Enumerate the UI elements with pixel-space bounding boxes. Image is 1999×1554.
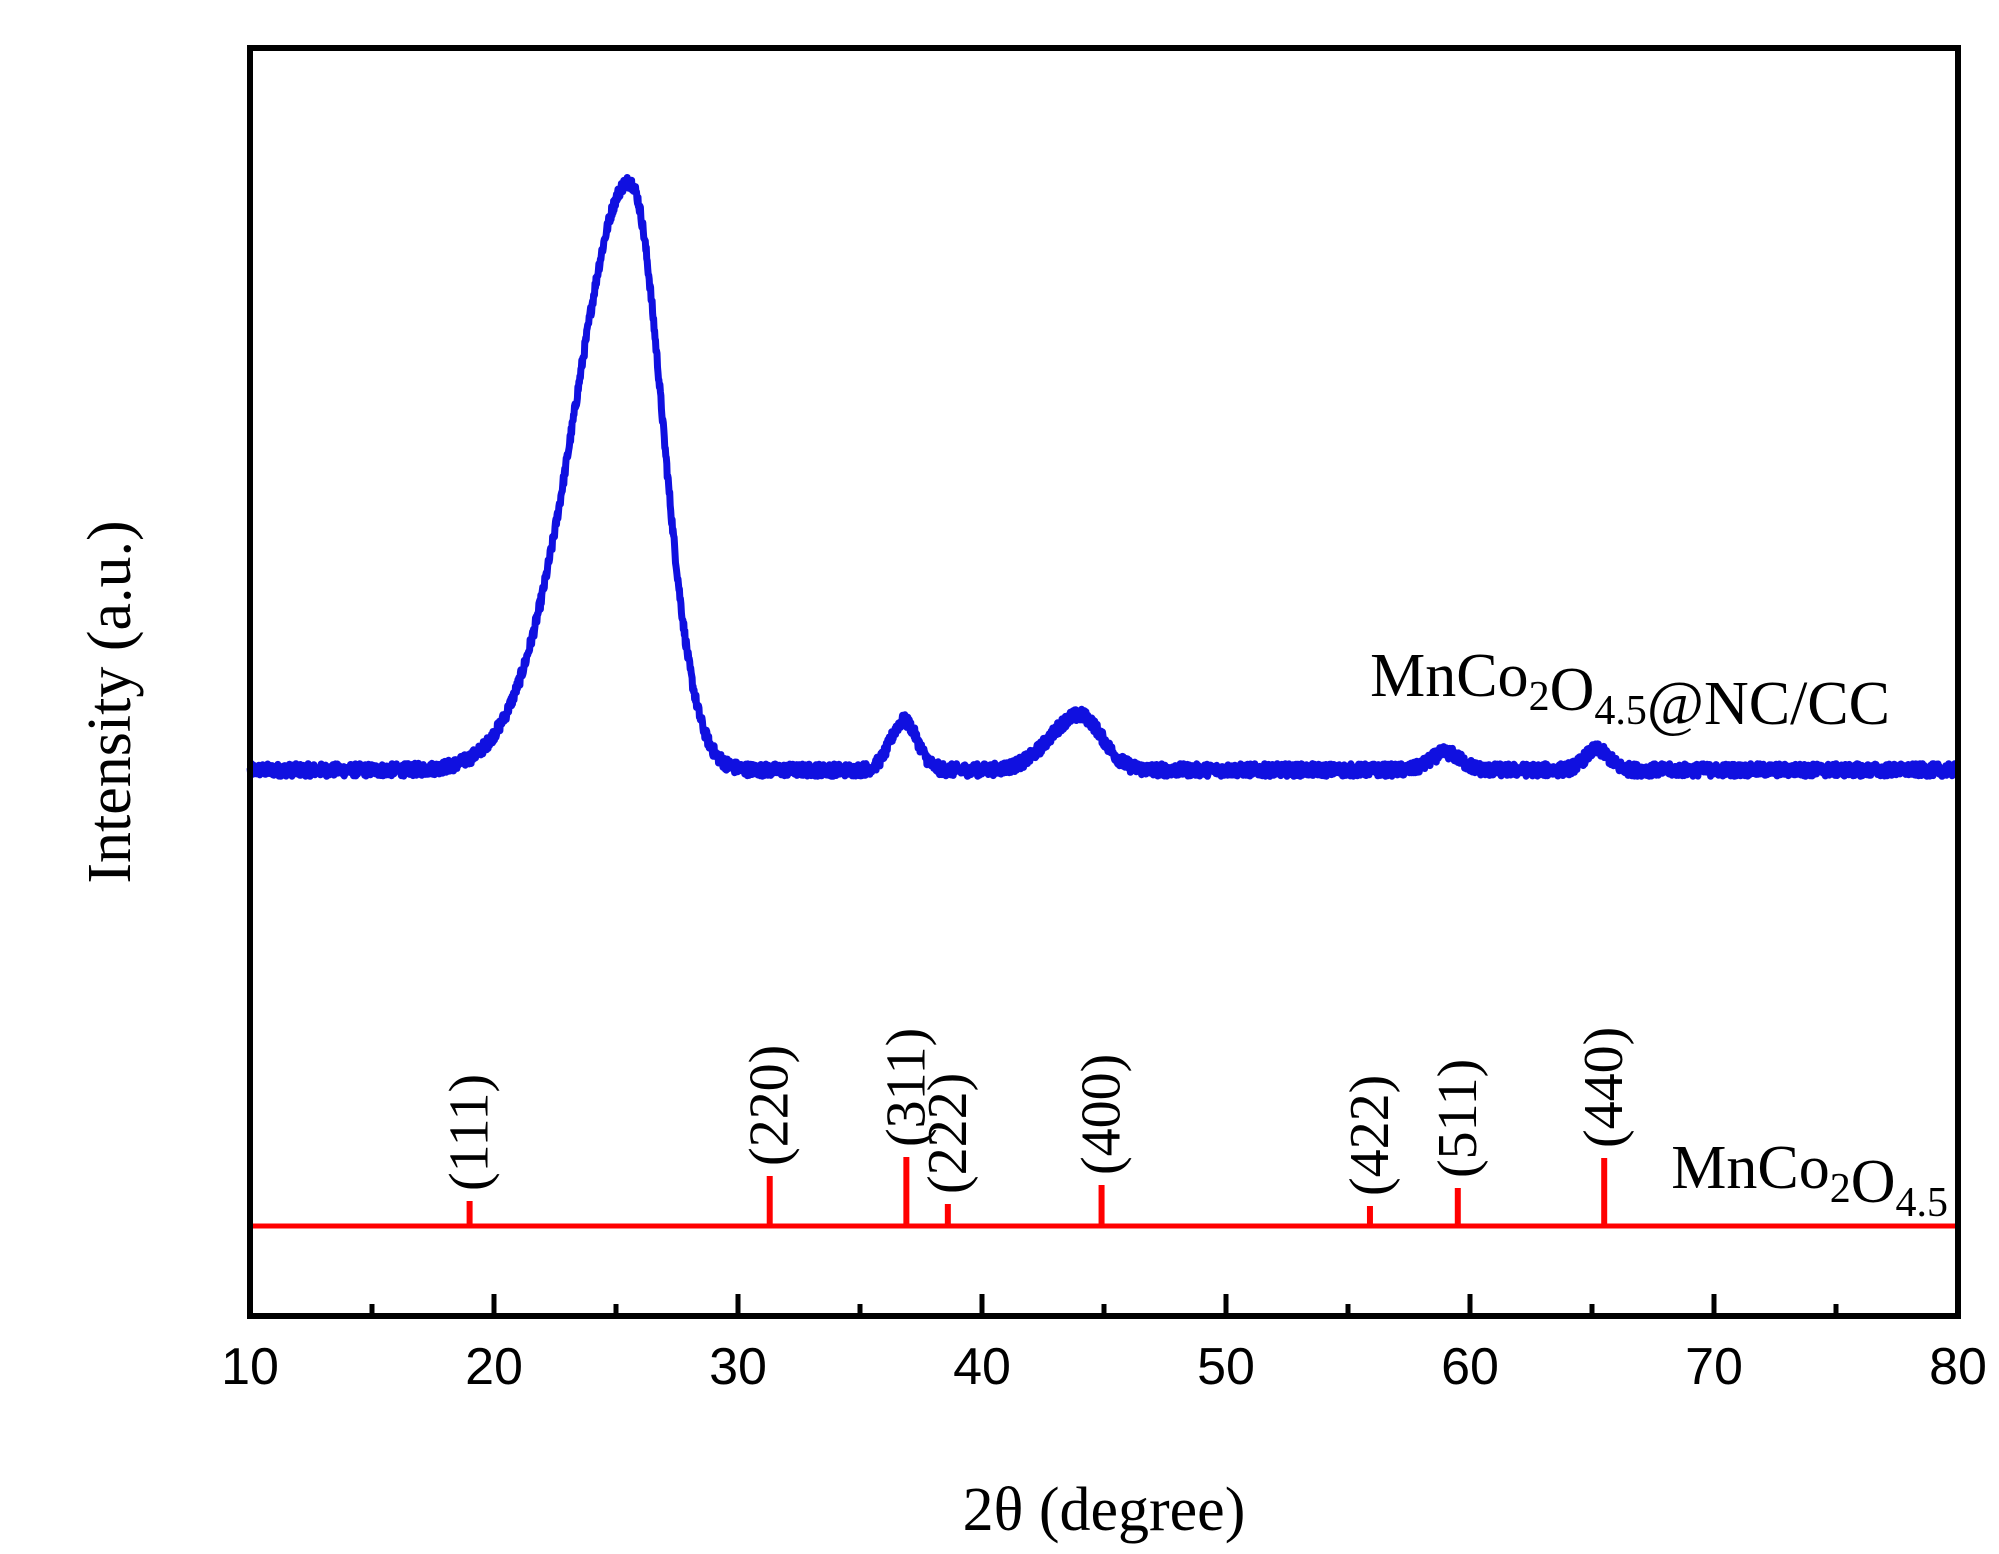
x-tick-label: 40	[953, 1338, 1011, 1396]
peak-labels: (111) (220) (311)(222) (400) (422) (511) (440)	[439, 1027, 1636, 1196]
measured-series-label: MnCo2O4.5@NC/CC	[1370, 642, 1890, 738]
x-tick-label: 80	[1929, 1338, 1987, 1396]
x-tick-label: 60	[1441, 1338, 1499, 1396]
hkl-label: (220)	[739, 1045, 801, 1166]
x-axis-ticks: 10 20 30 40 50 60 70 80	[221, 1294, 1987, 1396]
reference-series	[250, 1157, 1958, 1229]
measured-series	[246, 174, 1961, 780]
x-tick-label: 30	[709, 1338, 767, 1396]
hkl-label: (422)	[1339, 1075, 1401, 1196]
hkl-label: (440)	[1573, 1027, 1635, 1148]
hkl-label: (511)	[1427, 1059, 1489, 1178]
reference-series-label: MnCo2O4.5	[1671, 1134, 1948, 1226]
x-axis-title: 2θ (degree)	[963, 1476, 1246, 1544]
hkl-label: (400)	[1071, 1054, 1133, 1175]
measured-pattern-line	[246, 174, 1961, 780]
hkl-label: (222)	[917, 1073, 979, 1194]
x-tick-label: 70	[1685, 1338, 1743, 1396]
hkl-label: (311)	[875, 1028, 937, 1147]
x-tick-label: 50	[1197, 1338, 1255, 1396]
y-axis-title: Intensity (a.u.)	[76, 520, 144, 883]
x-tick-label: 20	[465, 1338, 523, 1396]
hkl-label: (111)	[439, 1074, 501, 1191]
x-tick-label: 10	[221, 1338, 279, 1396]
